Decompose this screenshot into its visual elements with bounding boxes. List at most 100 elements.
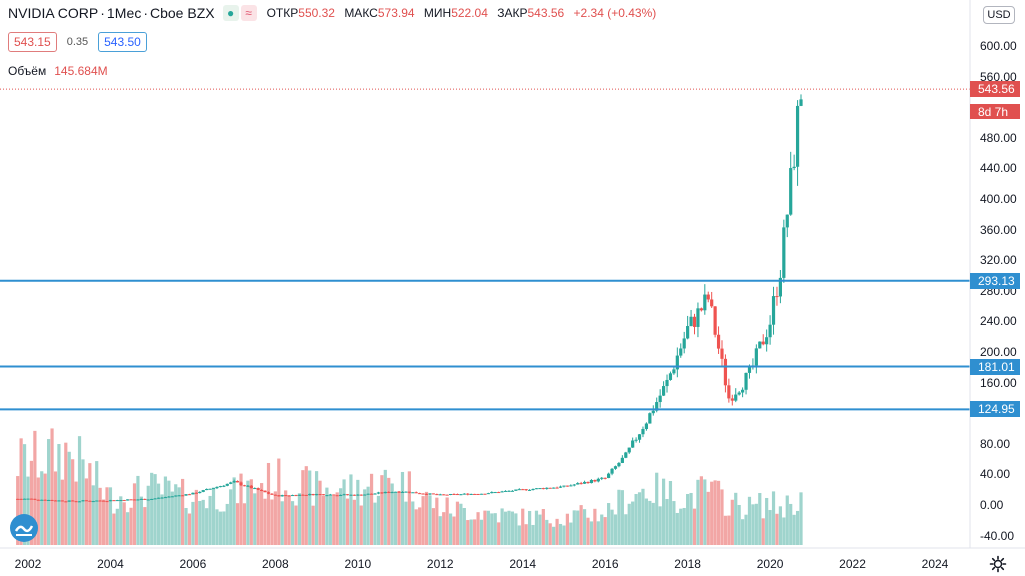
candle-body xyxy=(644,423,649,430)
volume-bar xyxy=(280,501,284,545)
candle-body xyxy=(727,385,731,399)
volume-bar xyxy=(754,503,758,545)
volume-label[interactable]: Объём xyxy=(8,64,47,78)
candle-body xyxy=(225,483,229,486)
volume-bar xyxy=(404,501,408,545)
volume-bar xyxy=(500,508,504,545)
volume-bar xyxy=(211,487,216,545)
candle-body xyxy=(531,488,535,490)
candle-body xyxy=(572,484,576,486)
volume-bar xyxy=(222,511,226,545)
volume-bar xyxy=(785,495,789,545)
candle-body xyxy=(548,487,552,489)
volume-bar xyxy=(452,516,456,545)
candle-body xyxy=(455,494,460,496)
volume-value: 145.684M xyxy=(54,64,108,78)
volume-bar xyxy=(455,501,460,545)
volume-bar xyxy=(490,513,494,545)
symbol-name[interactable]: NVIDIA CORP xyxy=(8,5,99,21)
candle-body xyxy=(493,492,497,494)
volume-bar xyxy=(263,498,267,545)
candle-body xyxy=(239,482,243,486)
volume-bar xyxy=(514,513,518,545)
candle-body xyxy=(119,500,123,502)
volume-bar xyxy=(686,494,690,545)
tradingview-logo[interactable] xyxy=(10,514,38,542)
candle-body xyxy=(29,498,34,500)
candle-body xyxy=(558,486,563,488)
candle-body xyxy=(521,489,525,491)
price-tick-label: 200.00 xyxy=(980,345,1017,359)
volume-bar xyxy=(706,491,710,545)
gear-icon[interactable] xyxy=(989,555,1007,573)
volume-bar xyxy=(473,519,477,545)
volume-bar xyxy=(260,483,264,545)
volume-bar xyxy=(569,522,573,545)
volume-bar xyxy=(273,491,277,545)
candle-body xyxy=(421,493,425,495)
candle-body xyxy=(356,494,360,496)
volume-bar xyxy=(503,511,508,545)
candle-body xyxy=(314,494,319,496)
candle-body xyxy=(710,299,714,307)
volume-bar xyxy=(40,471,44,545)
candle-body xyxy=(349,494,353,496)
volume-bar xyxy=(232,477,236,545)
candle-body xyxy=(448,493,453,495)
volume-bar xyxy=(620,490,624,545)
candle-body xyxy=(229,482,233,484)
volume-bar xyxy=(631,501,635,545)
candle-body xyxy=(637,434,642,440)
volume-bar xyxy=(789,503,793,545)
volume-bar xyxy=(562,525,566,545)
volume-bar xyxy=(510,511,515,545)
volume-bar xyxy=(339,488,343,545)
candle-body xyxy=(325,495,329,497)
currency-button[interactable]: USD xyxy=(983,6,1015,24)
candle-body xyxy=(514,489,518,491)
volume-bar xyxy=(672,501,676,545)
compare-icon[interactable]: ≈ xyxy=(240,5,257,21)
volume-bar xyxy=(218,511,222,545)
volume-bar xyxy=(311,505,315,545)
volume-bar xyxy=(194,489,198,545)
volume-bar xyxy=(782,517,786,545)
volume-bar xyxy=(163,476,168,545)
time-tick-label: 2020 xyxy=(756,557,784,571)
candle-body xyxy=(576,483,580,485)
volume-bar xyxy=(610,509,614,545)
candle-body xyxy=(328,494,332,496)
candle-body xyxy=(170,496,174,498)
candle-body xyxy=(414,492,418,494)
candle-body xyxy=(297,494,302,496)
candle-body xyxy=(768,324,772,338)
candle-body xyxy=(43,499,47,501)
candle-body xyxy=(376,492,381,494)
volume-bar xyxy=(359,505,363,545)
eye-icon[interactable]: ● xyxy=(222,5,239,21)
separator: · xyxy=(100,5,105,21)
candle-body xyxy=(661,386,666,396)
candle-body xyxy=(500,491,504,493)
volume-bar xyxy=(758,493,762,545)
candle-body xyxy=(235,480,240,483)
candle-body xyxy=(586,481,590,484)
volume-bar xyxy=(352,499,356,545)
buy-price-button[interactable]: 543.50 xyxy=(98,32,147,52)
candle-body xyxy=(394,491,398,493)
sell-price-button[interactable]: 543.15 xyxy=(8,32,57,52)
volume-bar xyxy=(270,499,274,545)
volume-bar xyxy=(414,509,418,545)
volume-bar xyxy=(143,507,147,545)
volume-bar xyxy=(517,525,521,545)
volume-bar xyxy=(366,486,370,545)
interval-label[interactable]: 1Мес xyxy=(106,5,142,21)
price-tick-label: 440.00 xyxy=(980,161,1017,176)
candle-body xyxy=(600,477,604,479)
candle-body xyxy=(524,489,528,491)
candle-body xyxy=(428,493,432,495)
candle-body xyxy=(799,99,803,106)
candle-body xyxy=(211,488,216,490)
candle-body xyxy=(771,296,776,325)
